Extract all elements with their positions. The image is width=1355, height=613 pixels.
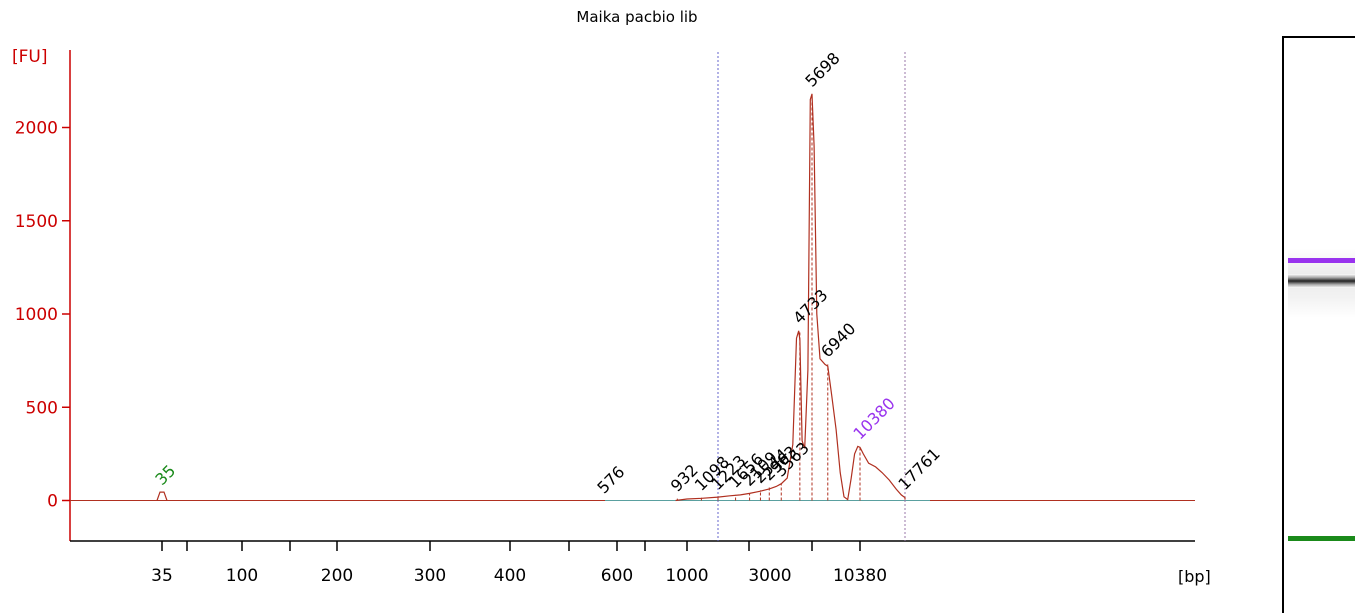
- sample-trace: [675, 93, 906, 502]
- gel-band-upper-marker: [1288, 258, 1355, 263]
- electropherogram-chart: Maika pacbio lib [FU] [bp] 0 500 1000 1500 2…: [12, 8, 1211, 587]
- chart-title: Maika pacbio lib: [576, 8, 697, 26]
- x-tick-label: 1000: [665, 566, 708, 586]
- peak-label: 576: [593, 462, 628, 497]
- y-tick-label: 1000: [15, 305, 58, 325]
- x-tick-label: 300: [414, 566, 446, 586]
- x-tick-label: 10380: [833, 566, 887, 586]
- x-tick-label: 600: [601, 566, 633, 586]
- y-tick-label: 500: [26, 398, 58, 418]
- y-tick-label: 2000: [15, 119, 58, 139]
- gel-band-lower-marker: [1288, 536, 1355, 541]
- y-tick-label: 0: [47, 492, 58, 512]
- peak-label: 17761: [894, 444, 943, 493]
- x-axis-label: [bp]: [1178, 567, 1211, 586]
- axes: [69, 50, 1195, 542]
- peak-label: 3563: [771, 438, 813, 480]
- lower-marker-peak: [156, 491, 168, 501]
- trace-layer: [70, 52, 1195, 541]
- x-tick-label: 35: [151, 566, 173, 586]
- gel-band-sample: [1288, 274, 1355, 288]
- x-tick-label: 100: [226, 566, 258, 586]
- gel-lane: [1282, 36, 1355, 613]
- peak-label: 5698: [801, 49, 843, 91]
- y-tick-label: 1500: [15, 212, 58, 232]
- peak-label: 6940: [817, 319, 859, 361]
- y-axis-label: [FU]: [12, 47, 48, 67]
- x-tick-label: 400: [494, 566, 526, 586]
- marker-peak-label: 35: [151, 461, 179, 489]
- peak-label: 4733: [789, 285, 831, 327]
- x-tick-label: 200: [321, 566, 353, 586]
- tick-marks: 0 500 1000 1500 2000 35 100 200 300 400 600 1000 300…: [15, 119, 887, 587]
- marker-peak-label: 10380: [849, 394, 898, 443]
- x-tick-label: 3000: [748, 566, 791, 586]
